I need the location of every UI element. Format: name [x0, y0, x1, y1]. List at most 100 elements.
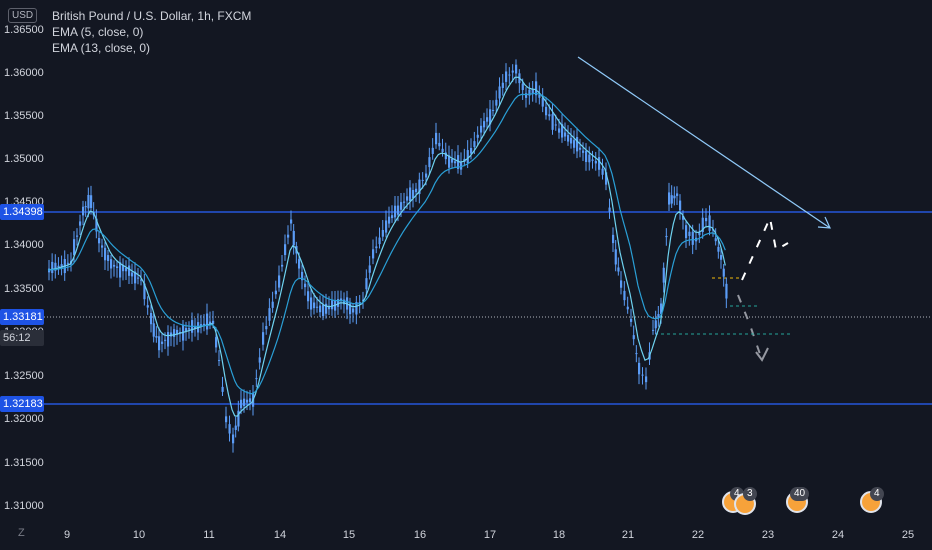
- candle-body: [173, 329, 176, 337]
- trend-arrow: [577, 56, 831, 229]
- event-count-badge: 3: [743, 487, 757, 501]
- candle-body: [708, 215, 711, 231]
- symbol-title[interactable]: British Pound / U.S. Dollar, 1h, FXCM: [52, 9, 252, 23]
- candle-body: [508, 74, 511, 76]
- candle-body: [194, 326, 197, 329]
- candle-body: [355, 301, 358, 315]
- candle-body: [415, 188, 418, 193]
- date-tick: 11: [203, 529, 215, 541]
- candle-body: [501, 82, 504, 88]
- ema-13-line: [47, 92, 726, 395]
- candle-body: [340, 298, 343, 301]
- candle-body: [188, 328, 191, 330]
- candle-body: [278, 275, 281, 288]
- candle-body: [641, 374, 644, 376]
- candle-body: [670, 195, 673, 204]
- date-tick: 24: [831, 529, 845, 541]
- candle-body: [101, 245, 104, 248]
- candle-body: [498, 86, 501, 99]
- candle-body: [179, 331, 182, 333]
- candle-body: [76, 235, 79, 237]
- currency-badge[interactable]: USD: [8, 8, 38, 23]
- candle-body: [438, 142, 441, 147]
- candle-body: [73, 239, 76, 255]
- candle-body: [720, 255, 723, 260]
- candle-body: [79, 221, 82, 226]
- candle-body: [454, 161, 457, 164]
- current-price-tag[interactable]: 1.33181: [0, 309, 44, 325]
- candle-body: [605, 172, 608, 185]
- candle-body: [51, 261, 54, 274]
- candle-body: [483, 121, 486, 128]
- candle-body: [343, 299, 346, 305]
- candle-body: [352, 308, 355, 313]
- candle-body: [673, 195, 676, 199]
- candle-body: [626, 306, 629, 310]
- candle-body: [418, 179, 421, 195]
- candle-body: [225, 416, 228, 423]
- candle-body: [676, 193, 679, 196]
- candle-body: [110, 259, 113, 269]
- candle-body: [409, 187, 412, 202]
- candle-body: [551, 114, 554, 130]
- candle-body: [705, 217, 708, 222]
- candle-body: [554, 124, 557, 126]
- candle-body: [82, 206, 85, 216]
- ema-5-label[interactable]: EMA (5, close, 0): [52, 25, 144, 39]
- candle-body: [349, 303, 352, 315]
- candle-body: [444, 152, 447, 160]
- candle-body: [246, 399, 249, 403]
- candle-body: [176, 329, 179, 335]
- candle-body: [301, 271, 304, 281]
- candle-body: [143, 283, 146, 300]
- candle-body: [378, 237, 381, 245]
- candle-body: [668, 192, 671, 205]
- candle-body: [531, 89, 534, 94]
- level-upper-tag[interactable]: 1.34398: [0, 204, 44, 220]
- candle-body: [652, 329, 655, 331]
- candle-body: [372, 249, 375, 259]
- price-tick: 1.35000: [4, 153, 44, 165]
- candle-body: [558, 128, 561, 133]
- date-tick: 23: [761, 529, 775, 541]
- candle-body: [495, 99, 498, 106]
- candle-body: [601, 168, 604, 175]
- candle-body: [262, 332, 265, 345]
- candle-body: [212, 320, 215, 324]
- event-count-badge: 4: [870, 487, 884, 501]
- candle-body: [287, 234, 290, 238]
- candle-body: [528, 89, 531, 96]
- candle-body: [585, 150, 588, 163]
- candle-body: [113, 264, 116, 267]
- candle-body: [337, 299, 340, 307]
- candle-body: [400, 202, 403, 210]
- candle-body: [170, 332, 173, 337]
- candle-body: [561, 124, 564, 138]
- candle-body: [95, 218, 98, 232]
- candle-body: [630, 318, 633, 322]
- candle-body: [206, 313, 209, 330]
- candle-body: [104, 247, 107, 261]
- candle-body: [476, 134, 479, 138]
- candle-body: [316, 306, 319, 308]
- candle-body: [215, 337, 218, 348]
- timezone-z-label[interactable]: Z: [18, 527, 25, 539]
- candle-body: [268, 308, 271, 321]
- candle-body: [237, 410, 240, 427]
- candle-body: [391, 215, 394, 219]
- candle-body: [679, 200, 682, 211]
- date-tick: 18: [552, 529, 566, 541]
- ema-13-label[interactable]: EMA (13, close, 0): [52, 41, 151, 55]
- candle-body: [131, 272, 134, 277]
- level-lower-tag[interactable]: 1.32183: [0, 396, 44, 412]
- candle-body: [325, 303, 328, 314]
- candle-body: [155, 336, 158, 338]
- date-tick: 10: [132, 529, 146, 541]
- candle-body: [322, 304, 325, 317]
- candle-body: [657, 314, 660, 319]
- candle-body: [271, 301, 274, 308]
- date-tick: 9: [63, 529, 71, 541]
- candle-body: [116, 266, 119, 268]
